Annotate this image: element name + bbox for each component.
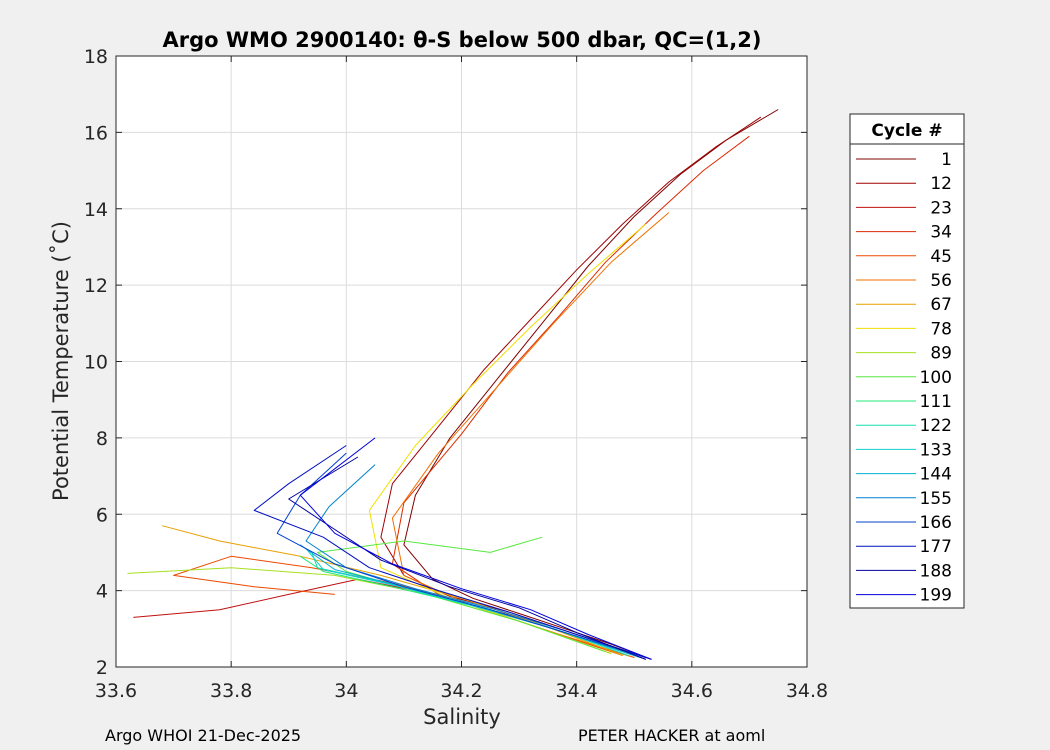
plot-area: 33.6 33.8 34 34.2 34.4 34.6 34.8 2 4 6 8 10 12 14 16 1… bbox=[84, 46, 828, 702]
legend-entries: 1 12 23 34 45 56 67 78 89 100 111 122 133 144 155 166 17… bbox=[856, 150, 952, 606]
y-tick-label: 10 bbox=[84, 352, 108, 374]
legend-label: 133 bbox=[920, 440, 952, 460]
y-tick-label: 18 bbox=[84, 46, 108, 68]
series-line-15 bbox=[276, 452, 646, 658]
footer-right: PETER HACKER at aoml bbox=[578, 726, 765, 745]
y-tick-label: 14 bbox=[84, 199, 108, 221]
x-tick-label: 34.8 bbox=[786, 680, 828, 702]
legend-label: 188 bbox=[920, 561, 952, 581]
x-tick-label: 34.4 bbox=[556, 680, 598, 702]
legend-label: 56 bbox=[930, 271, 952, 291]
legend-label: 166 bbox=[920, 513, 952, 533]
legend-label: 1 bbox=[941, 150, 952, 170]
legend-label: 111 bbox=[920, 392, 952, 412]
legend-label: 89 bbox=[930, 344, 952, 364]
series-layer bbox=[127, 109, 779, 660]
legend: Cycle # 1 12 23 34 45 56 67 78 89 100 111 122 133 144… bbox=[849, 113, 965, 609]
legend-box bbox=[849, 113, 965, 609]
x-tick-label: 34 bbox=[334, 680, 358, 702]
legend-label: 199 bbox=[920, 586, 952, 606]
y-tick-label: 4 bbox=[96, 581, 108, 603]
legend-label: 67 bbox=[930, 295, 952, 315]
y-tick-label: 2 bbox=[96, 657, 108, 679]
x-axis-label: Salinity bbox=[423, 705, 501, 729]
legend-label: 78 bbox=[930, 319, 952, 339]
series-line-0 bbox=[403, 109, 779, 660]
legend-label: 23 bbox=[930, 198, 952, 218]
x-ticks: 33.6 33.8 34 34.2 34.4 34.6 34.8 bbox=[95, 56, 828, 702]
y-tick-label: 12 bbox=[84, 275, 108, 297]
legend-label: 155 bbox=[920, 489, 952, 509]
y-ticks: 2 4 6 8 10 12 14 16 18 bbox=[84, 46, 807, 679]
x-tick-label: 34.6 bbox=[671, 680, 713, 702]
legend-label: 100 bbox=[920, 368, 952, 388]
x-tick-label: 34.2 bbox=[440, 680, 482, 702]
y-tick-label: 6 bbox=[96, 504, 108, 526]
legend-label: 177 bbox=[920, 537, 952, 557]
series-line-18 bbox=[299, 437, 652, 660]
series-line-7 bbox=[368, 223, 647, 655]
legend-label: 45 bbox=[930, 247, 952, 267]
series-line-17 bbox=[288, 456, 646, 660]
legend-title: Cycle # bbox=[871, 121, 942, 141]
x-tick-label: 33.8 bbox=[210, 680, 252, 702]
series-line-16 bbox=[253, 445, 652, 660]
x-tick-label: 33.6 bbox=[95, 680, 137, 702]
y-tick-label: 8 bbox=[96, 428, 108, 450]
legend-label: 12 bbox=[930, 174, 952, 194]
legend-label: 122 bbox=[920, 416, 952, 436]
chart-title: Argo WMO 2900140: θ-S below 500 dbar, QC… bbox=[163, 28, 762, 52]
y-tick-label: 16 bbox=[84, 122, 108, 144]
footer-left: Argo WHOI 21-Dec-2025 bbox=[105, 726, 301, 745]
legend-label: 34 bbox=[930, 223, 952, 243]
legend-label: 144 bbox=[920, 465, 952, 485]
y-axis-label: Potential Temperature (˚C) bbox=[49, 221, 73, 501]
